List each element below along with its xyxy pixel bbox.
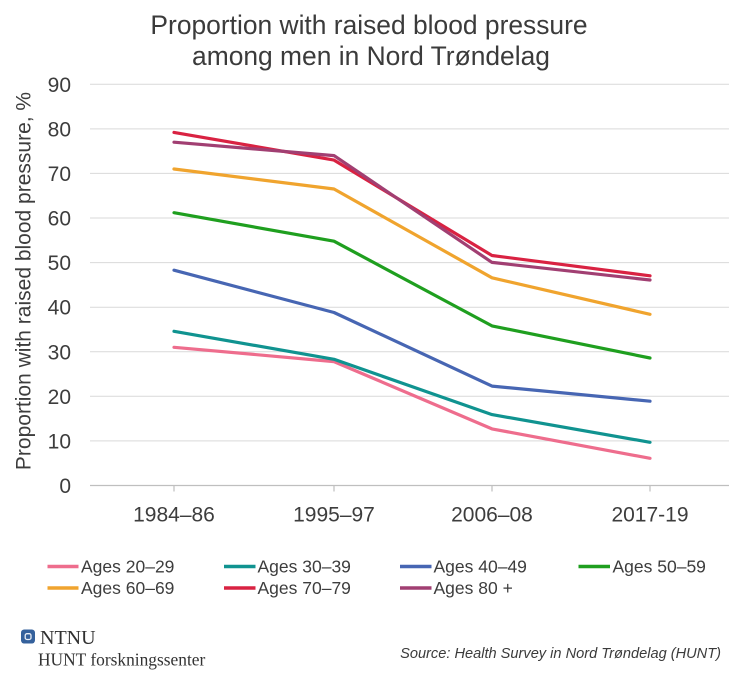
svg-text:1995–97: 1995–97 [293, 504, 375, 527]
svg-text:70: 70 [48, 163, 71, 186]
svg-text:2017-19: 2017-19 [611, 504, 688, 527]
svg-text:0: 0 [59, 475, 71, 498]
svg-text:Source: Health Survey in Nord: Source: Health Survey in Nord Trøndelag … [400, 646, 721, 662]
svg-text:40: 40 [48, 297, 71, 320]
svg-text:among men in Nord Trøndelag: among men in Nord Trøndelag [192, 41, 550, 71]
svg-text:Ages 50–59: Ages 50–59 [613, 557, 706, 577]
svg-text:HUNT forskningssenter: HUNT forskningssenter [38, 650, 205, 670]
svg-text:90: 90 [48, 74, 71, 97]
svg-text:20: 20 [48, 386, 71, 409]
svg-text:Proportion with raised blood p: Proportion with raised blood pressure [150, 10, 587, 40]
svg-text:Proportion with raised blood p: Proportion with raised blood pressure, % [13, 92, 36, 470]
svg-text:Ages 40–49: Ages 40–49 [434, 557, 527, 577]
svg-text:NTNU: NTNU [40, 627, 96, 649]
svg-text:10: 10 [48, 430, 71, 453]
svg-text:Ages 30–39: Ages 30–39 [258, 557, 351, 577]
svg-text:50: 50 [48, 252, 71, 275]
svg-text:Ages 70–79: Ages 70–79 [258, 578, 351, 598]
svg-text:2006–08: 2006–08 [451, 504, 533, 527]
svg-text:Ages 20–29: Ages 20–29 [81, 557, 174, 577]
svg-text:60: 60 [48, 208, 71, 231]
svg-text:1984–86: 1984–86 [133, 504, 215, 527]
svg-text:30: 30 [48, 341, 71, 364]
svg-text:Ages 60–69: Ages 60–69 [81, 578, 174, 598]
svg-text:Ages 80 +: Ages 80 + [434, 578, 513, 598]
svg-text:80: 80 [48, 118, 71, 141]
